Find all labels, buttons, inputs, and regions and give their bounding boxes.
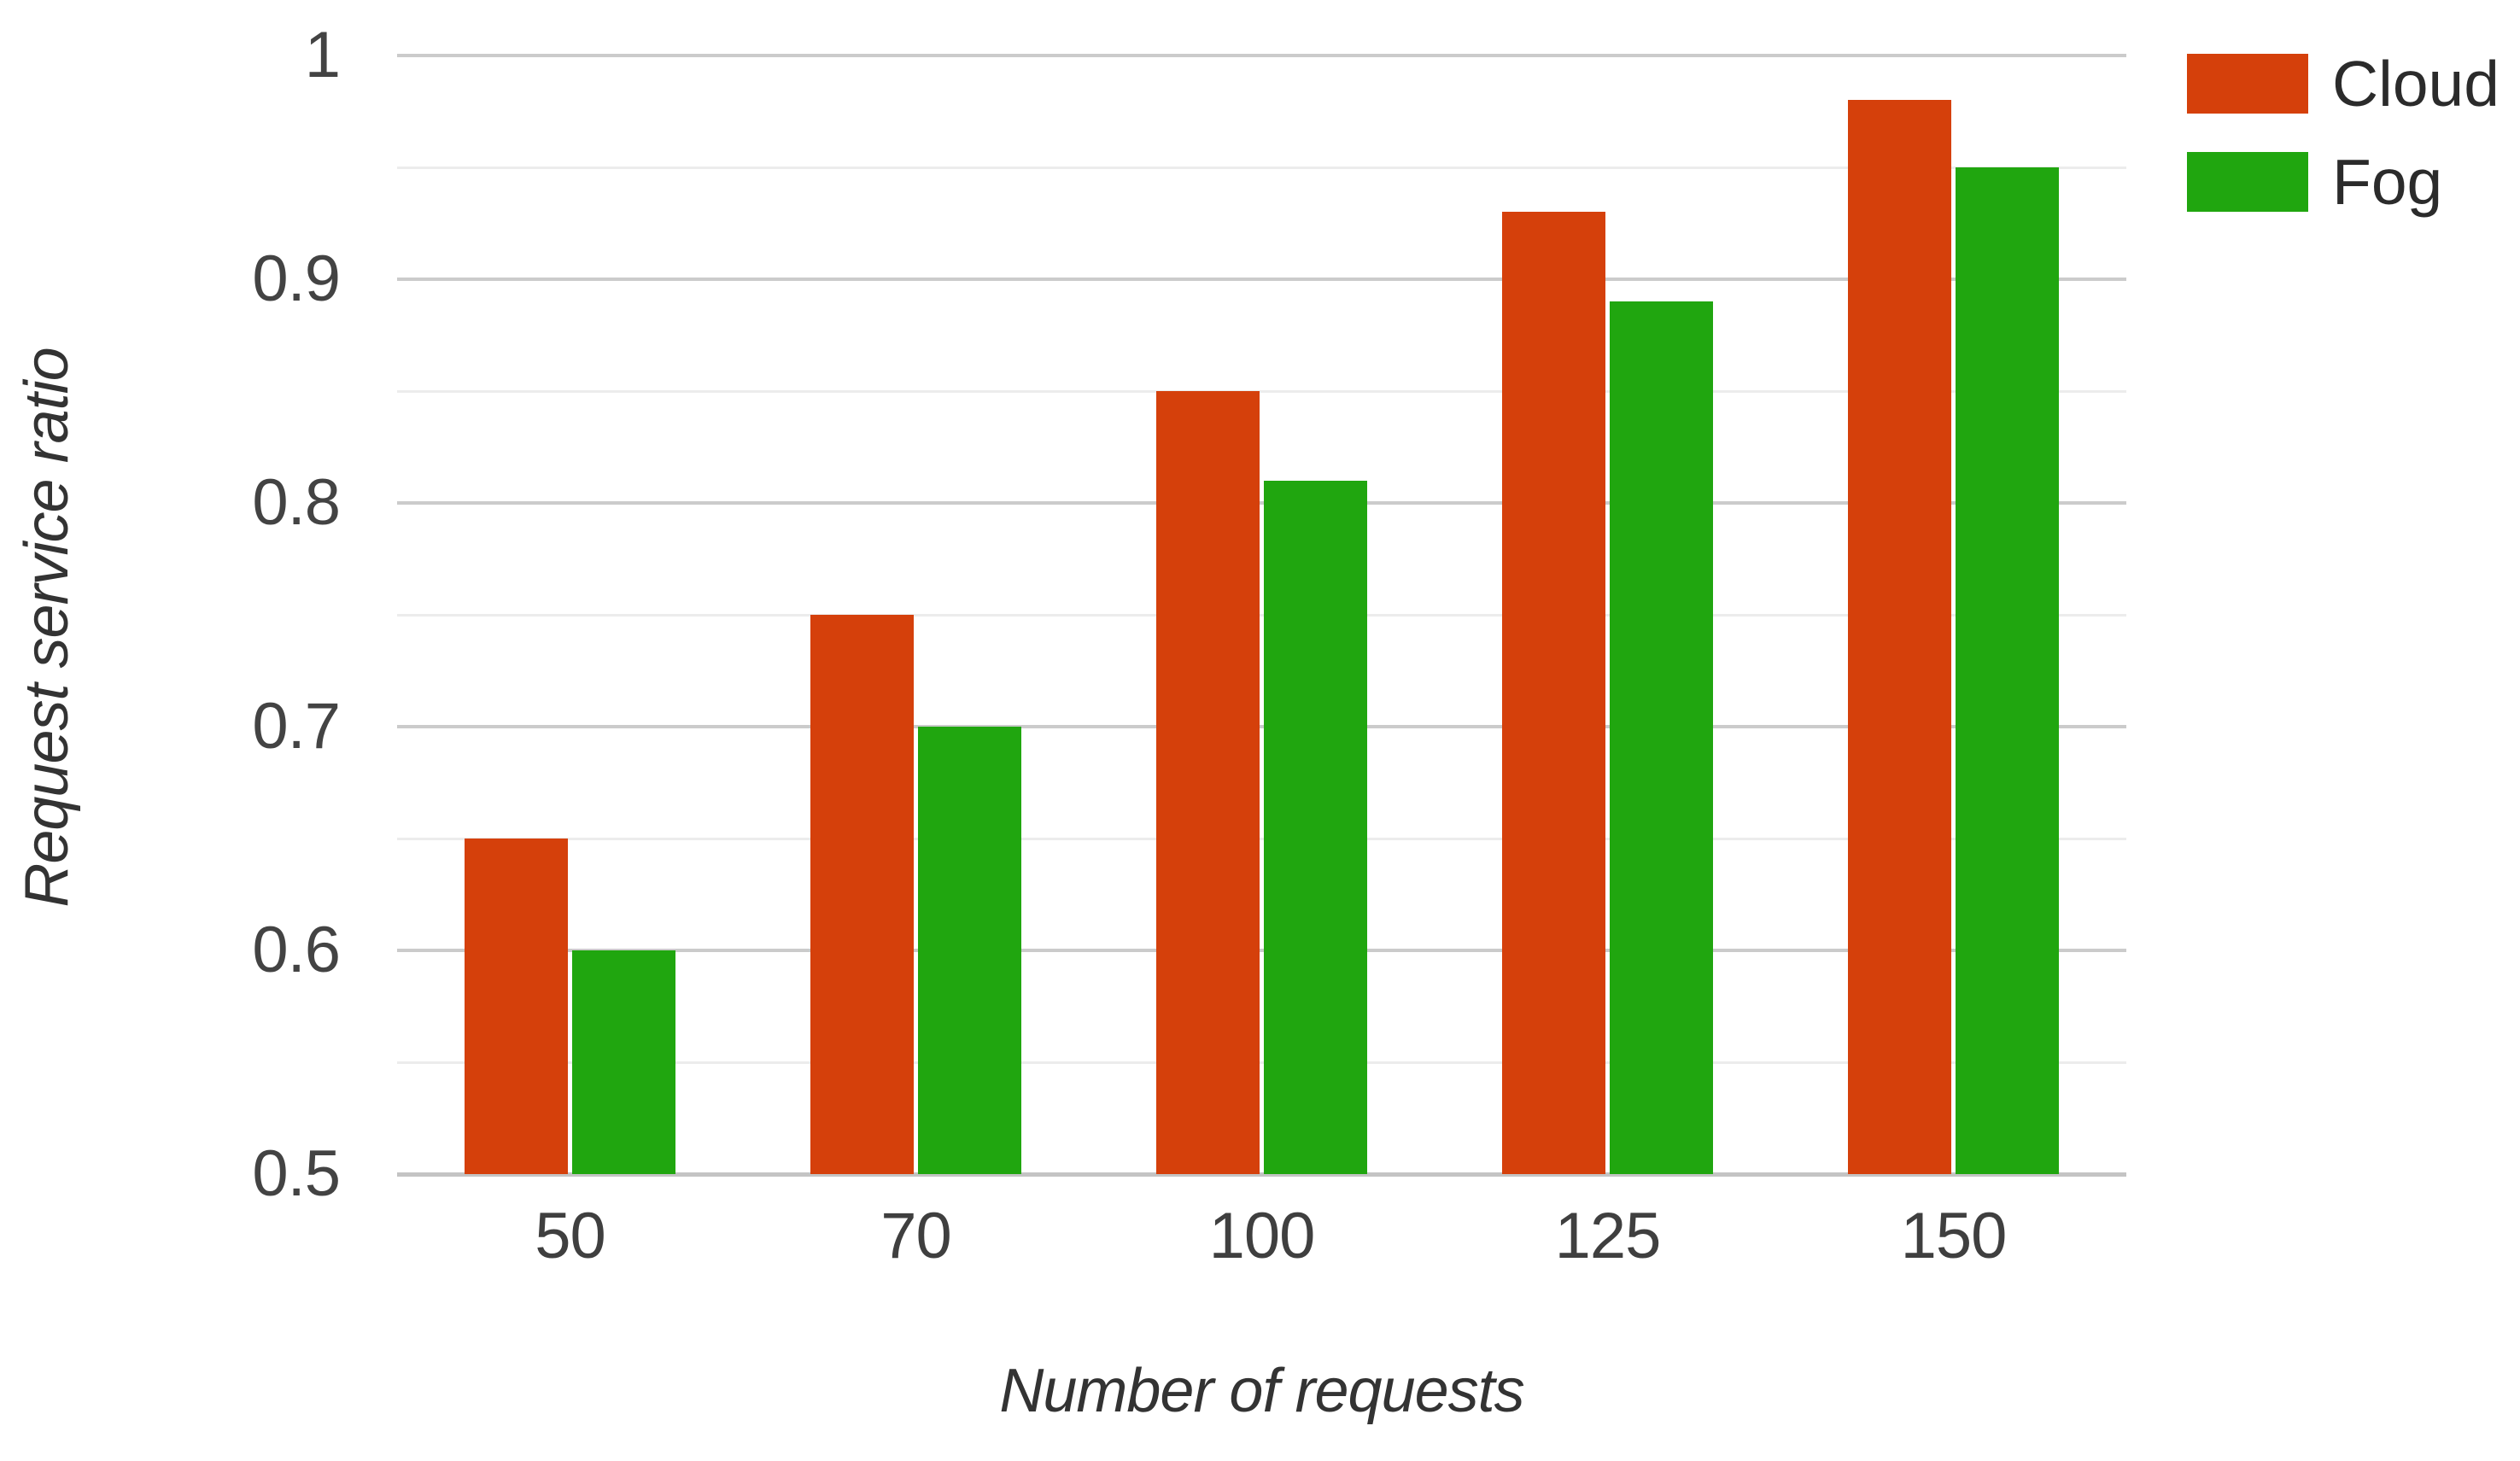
x-tick-label: 150 xyxy=(1900,1200,2008,1272)
legend-item-fog: Fog xyxy=(2187,146,2500,218)
y-axis-title: Request service ratio xyxy=(13,348,81,908)
plot-area xyxy=(397,54,2126,1177)
y-tick-label: 0.9 xyxy=(252,243,341,315)
y-tick-label: 1 xyxy=(304,19,341,91)
x-tick-label: 50 xyxy=(535,1200,606,1272)
bar-cloud-125 xyxy=(1502,212,1605,1174)
bar-cloud-100 xyxy=(1156,391,1260,1174)
y-tick-label: 0.8 xyxy=(252,466,341,539)
x-axis-line xyxy=(397,1172,2126,1177)
gridline-minor xyxy=(397,837,2126,840)
bar-cloud-150 xyxy=(1848,100,1951,1174)
gridline-major xyxy=(397,501,2126,505)
bar-fog-150 xyxy=(1956,167,2059,1174)
gridline-major xyxy=(397,278,2126,281)
legend-label: Cloud xyxy=(2332,48,2500,120)
legend-item-cloud: Cloud xyxy=(2187,48,2500,120)
x-axis-title: Number of requests xyxy=(999,1357,1524,1425)
gridline-minor xyxy=(397,166,2126,169)
x-tick-label: 100 xyxy=(1208,1200,1316,1272)
gridline-major xyxy=(397,725,2126,728)
y-tick-label: 0.7 xyxy=(252,690,341,763)
x-tick-label: 125 xyxy=(1554,1200,1662,1272)
legend-swatch-cloud xyxy=(2187,54,2308,114)
y-tick-label: 0.6 xyxy=(252,914,341,986)
bar-fog-100 xyxy=(1264,480,1367,1174)
bar-fog-50 xyxy=(572,950,675,1174)
bar-fog-125 xyxy=(1610,301,1713,1174)
x-tick-label: 70 xyxy=(880,1200,952,1272)
gridline-minor xyxy=(397,389,2126,393)
legend-label: Fog xyxy=(2332,146,2443,218)
bar-cloud-70 xyxy=(810,615,914,1174)
gridline-minor xyxy=(397,1061,2126,1064)
legend: Cloud Fog xyxy=(2187,48,2500,250)
bar-cloud-50 xyxy=(465,839,568,1174)
gridline-major xyxy=(397,54,2126,57)
gridline-major xyxy=(397,949,2126,952)
gridline-minor xyxy=(397,613,2126,617)
legend-swatch-fog xyxy=(2187,152,2308,212)
bar-fog-70 xyxy=(918,727,1021,1174)
y-tick-label: 0.5 xyxy=(252,1137,341,1210)
